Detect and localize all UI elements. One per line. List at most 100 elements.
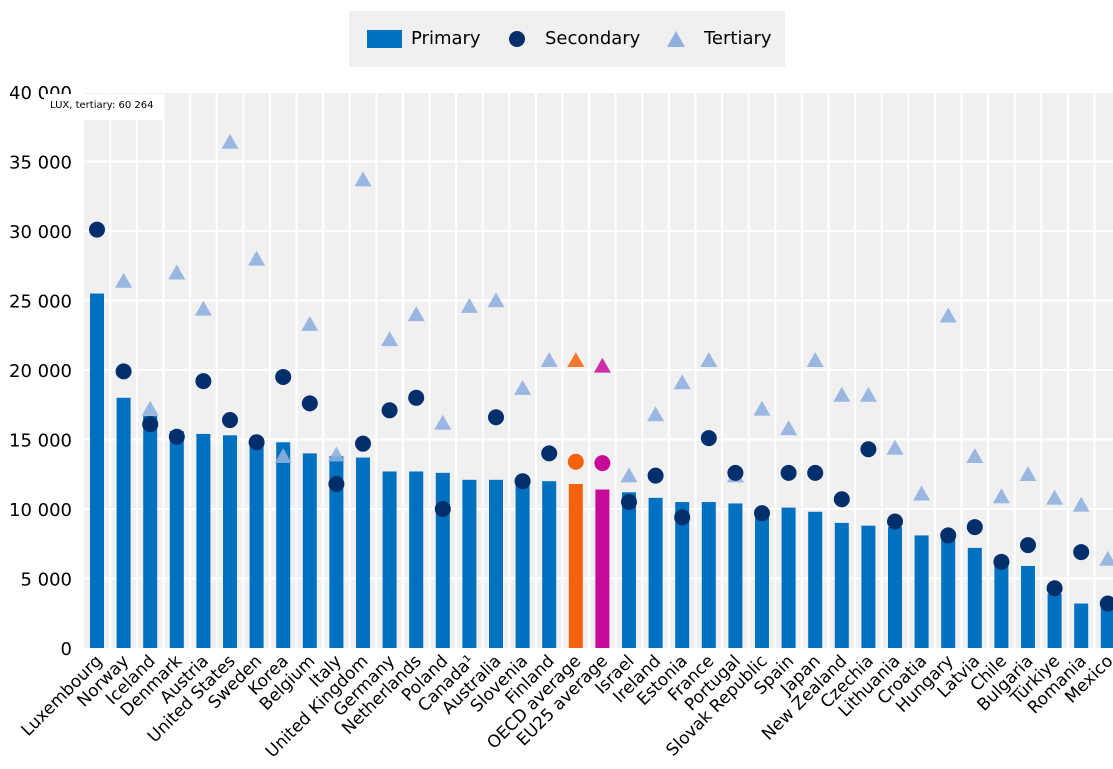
point-secondary-hungary	[940, 527, 957, 544]
point-tertiary-mexico	[1099, 550, 1113, 566]
point-tertiary-slovenia	[514, 379, 532, 395]
legend-label-secondary: Secondary	[545, 28, 641, 49]
point-tertiary-new-zealand	[833, 386, 851, 402]
point-secondary-israel	[621, 494, 637, 511]
legend-swatch-tertiary	[667, 31, 685, 47]
point-tertiary-korea	[274, 448, 292, 463]
point-secondary-latvia	[966, 519, 983, 536]
point-tertiary-poland	[434, 414, 452, 430]
point-tertiary-united-kingdom	[354, 171, 372, 187]
point-tertiary-france	[700, 352, 718, 368]
point-secondary-france	[700, 430, 717, 447]
bar-primary-slovenia	[515, 481, 530, 648]
point-tertiary-italy	[327, 446, 345, 462]
point-secondary-belgium	[301, 395, 318, 412]
point-secondary-slovak-republic	[754, 505, 770, 522]
y-tick-label: 30 000	[9, 222, 72, 243]
bar-primary-estonia	[675, 502, 690, 648]
point-tertiary-hungary	[939, 307, 957, 323]
point-secondary-united-kingdom	[355, 435, 371, 452]
point-tertiary-latvia	[966, 448, 984, 463]
point-secondary-bulgaria	[1020, 537, 1036, 554]
bar-primary-denmark	[169, 431, 184, 648]
point-tertiary-eu25-average	[593, 357, 611, 373]
point-tertiary-romania	[1072, 496, 1090, 512]
point-secondary-australia	[488, 409, 504, 426]
point-tertiary-czechia	[859, 386, 877, 402]
point-secondary-luxembourg	[89, 221, 105, 238]
point-tertiary-belgium	[301, 316, 319, 331]
bar-primary-spain	[781, 507, 796, 648]
bar-primary-belgium	[302, 453, 317, 648]
point-tertiary-denmark	[168, 264, 186, 280]
bar-primary-france	[701, 502, 716, 648]
y-tick-label: 25 000	[9, 292, 72, 313]
point-tertiary-slovak-republic	[753, 400, 771, 416]
bar-primary-poland	[435, 472, 450, 648]
point-secondary-portugal	[727, 464, 744, 481]
point-secondary-denmark	[168, 428, 185, 445]
bar-primary-luxembourg	[90, 293, 104, 648]
point-secondary-eu25-average	[594, 455, 611, 472]
bar-primary-israel	[622, 492, 636, 648]
point-secondary-sweden	[248, 434, 265, 451]
y-tick-label: 10 000	[9, 500, 72, 521]
point-secondary-poland	[434, 501, 451, 517]
y-tick-label: 0	[61, 639, 72, 660]
bar-primary-lithuania	[888, 527, 902, 648]
bar-primary-korea	[276, 442, 291, 648]
point-tertiary-austria	[194, 300, 212, 316]
y-tick-label: 35 000	[9, 153, 72, 174]
bar-primary-chile	[994, 561, 1009, 648]
bar-primary-oecd-average	[568, 483, 583, 648]
legend-swatch-primary	[367, 30, 402, 48]
bar-primary-finland	[542, 481, 557, 648]
y-tick-label: 5 000	[20, 570, 72, 591]
bar-primary-ireland	[648, 497, 663, 648]
point-secondary-t-rkiye	[1046, 580, 1063, 597]
point-secondary-spain	[780, 464, 797, 481]
point-tertiary-canada	[460, 297, 478, 313]
point-tertiary-t-rkiye	[1046, 489, 1064, 505]
point-tertiary-ireland	[647, 406, 665, 422]
point-tertiary-croatia	[913, 485, 931, 501]
bar-primary-united-kingdom	[356, 457, 370, 648]
bar-primary-croatia	[914, 535, 929, 648]
point-secondary-mexico	[1099, 595, 1113, 612]
y-tick-label: 20 000	[9, 361, 72, 382]
bar-primary-new-zealand	[834, 522, 849, 648]
point-secondary-chile	[993, 553, 1010, 570]
point-tertiary-netherlands	[407, 306, 425, 322]
point-tertiary-lithuania	[886, 439, 904, 455]
point-secondary-netherlands	[408, 389, 425, 406]
point-tertiary-bulgaria	[1019, 466, 1037, 482]
legend-swatch-secondary	[509, 31, 525, 47]
bar-primary-austria	[196, 433, 211, 648]
point-secondary-oecd-average	[567, 453, 584, 470]
point-secondary-czechia	[860, 441, 877, 458]
point-tertiary-germany	[381, 331, 399, 347]
bar-primary-latvia	[967, 547, 982, 648]
point-tertiary-finland	[540, 352, 558, 368]
point-tertiary-israel	[620, 467, 638, 483]
point-secondary-slovenia	[514, 473, 531, 490]
point-secondary-united-states	[222, 412, 238, 429]
point-tertiary-estonia	[673, 374, 691, 390]
bar-primary-australia	[489, 479, 503, 648]
point-secondary-korea	[275, 368, 292, 385]
point-secondary-romania	[1073, 544, 1090, 561]
point-secondary-estonia	[674, 509, 691, 526]
annotation-label: LUX, tertiary: 60 264	[50, 100, 154, 111]
bar-primary-italy	[329, 456, 344, 648]
point-tertiary-sweden	[248, 250, 266, 266]
point-secondary-finland	[541, 445, 558, 462]
bar-primary-romania	[1074, 603, 1089, 648]
chart-legend: Primary Secondary Tertiary	[349, 11, 785, 67]
bar-primary-iceland	[143, 415, 158, 648]
point-secondary-new-zealand	[833, 491, 850, 508]
bar-primary-sweden	[249, 440, 264, 648]
point-secondary-norway	[115, 363, 132, 380]
annotation-box: LUX, tertiary: 60 264	[44, 94, 164, 120]
point-tertiary-united-states	[221, 133, 239, 149]
